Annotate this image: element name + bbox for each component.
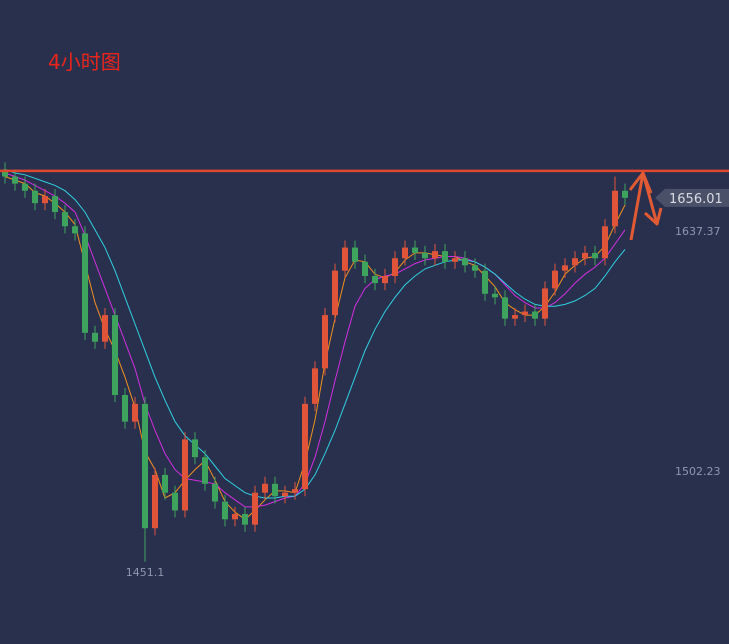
candle-body bbox=[412, 247, 418, 253]
candle-body bbox=[202, 457, 208, 484]
candle-body bbox=[162, 474, 168, 493]
candle-body bbox=[372, 276, 378, 284]
candle-body bbox=[582, 252, 588, 259]
candle-body bbox=[292, 489, 298, 493]
candle-body bbox=[82, 233, 88, 333]
low-label: 1451.1 bbox=[126, 566, 165, 579]
candle-body bbox=[192, 439, 198, 458]
candle-body bbox=[392, 258, 398, 276]
ma-line bbox=[4, 168, 626, 499]
candle-body bbox=[432, 251, 438, 259]
candle-body bbox=[132, 403, 138, 422]
candle-body bbox=[342, 247, 348, 271]
candle-body bbox=[152, 474, 158, 529]
candle-body bbox=[562, 265, 568, 271]
candle-body bbox=[472, 265, 478, 271]
candle-body bbox=[522, 311, 528, 316]
candle-body bbox=[362, 261, 368, 276]
candle-body bbox=[442, 251, 448, 262]
candle-body bbox=[252, 492, 258, 525]
candle-body bbox=[92, 332, 98, 342]
candle-body bbox=[382, 276, 388, 284]
candle-body bbox=[482, 270, 488, 294]
candle-body bbox=[122, 394, 128, 422]
candle-body bbox=[332, 270, 338, 316]
last-price-label: 1656.01 bbox=[669, 192, 723, 207]
candle-body bbox=[492, 293, 498, 298]
candle-body bbox=[262, 483, 268, 493]
price-tag bbox=[655, 188, 729, 207]
candle-body bbox=[242, 513, 248, 525]
candle-body bbox=[422, 252, 428, 259]
candle-body bbox=[232, 513, 238, 520]
candle-body bbox=[622, 190, 628, 198]
candle-body bbox=[602, 226, 608, 259]
candle-body bbox=[462, 258, 468, 266]
candle-body bbox=[532, 311, 538, 319]
candle-body bbox=[72, 226, 78, 234]
candle-body bbox=[272, 483, 278, 497]
candle-body bbox=[182, 439, 188, 511]
candle-body bbox=[502, 297, 508, 319]
candle-body bbox=[512, 315, 518, 319]
chart-title: 4小时图 bbox=[48, 50, 121, 74]
candle-body bbox=[172, 492, 178, 511]
candle-body bbox=[22, 183, 28, 191]
candle-body bbox=[102, 315, 108, 342]
candle-body bbox=[352, 247, 358, 262]
candle-body bbox=[42, 196, 48, 204]
ma-line bbox=[4, 176, 626, 520]
candle-body bbox=[592, 252, 598, 259]
candle-body bbox=[112, 315, 118, 395]
candle-body bbox=[312, 368, 318, 404]
candle-body bbox=[212, 483, 218, 502]
candle-body bbox=[542, 288, 548, 319]
candle-body bbox=[612, 190, 618, 227]
candle-body bbox=[142, 403, 148, 529]
candle-body bbox=[322, 315, 328, 369]
candle-body bbox=[302, 403, 308, 490]
candle-body bbox=[552, 270, 558, 289]
candle-body bbox=[12, 176, 18, 184]
plot-area: 1656.01 1637.37 1502.23 1451.1 bbox=[0, 162, 729, 579]
candle-body bbox=[32, 190, 38, 204]
candle-body bbox=[572, 258, 578, 266]
price-label: 1502.23 bbox=[675, 465, 721, 478]
arrow-head bbox=[628, 171, 653, 194]
candle-body bbox=[282, 492, 288, 497]
candle-body bbox=[2, 169, 8, 177]
candle-body bbox=[452, 258, 458, 262]
arrow-head bbox=[643, 207, 663, 226]
candle-body bbox=[222, 501, 228, 520]
price-label: 1637.37 bbox=[675, 225, 721, 238]
ma-line bbox=[4, 172, 626, 508]
candle-body bbox=[62, 212, 68, 227]
candle-body bbox=[402, 247, 408, 259]
candle-body bbox=[52, 196, 58, 213]
